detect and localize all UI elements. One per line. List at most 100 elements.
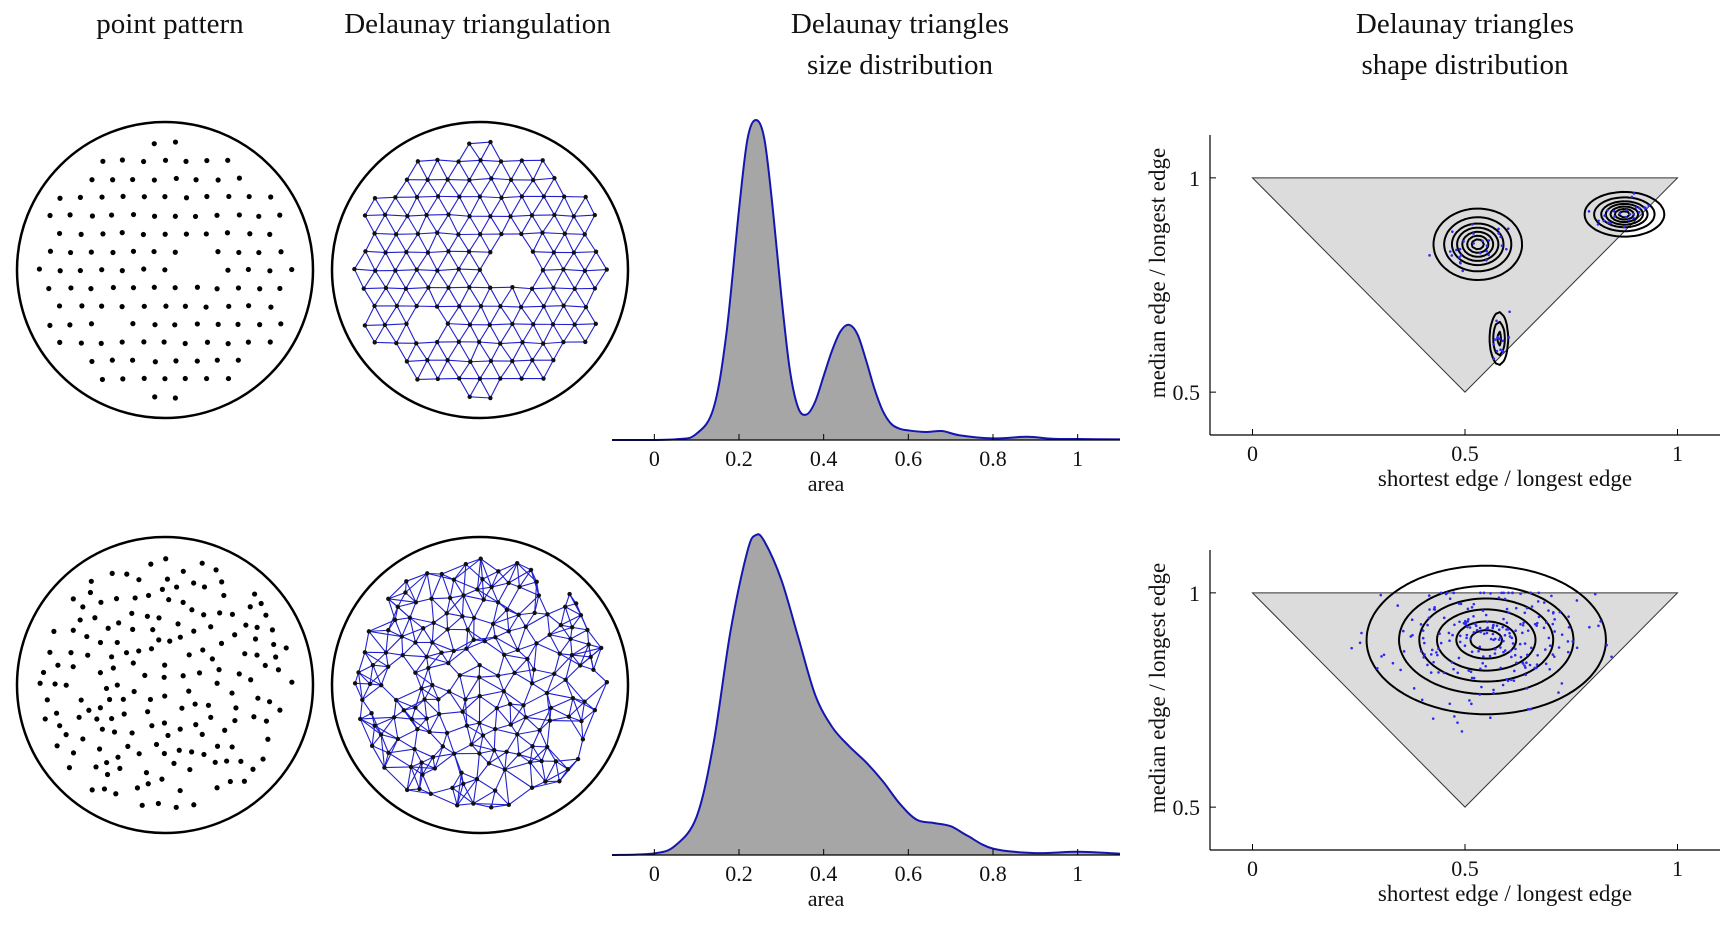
shape-top-point [1612,209,1616,213]
mesh-bottom-edge [463,595,475,619]
mesh-top-vertex [540,341,546,346]
pattern-top-point [289,266,295,273]
shape-top-point [1485,258,1488,262]
mesh-bottom-edge [570,638,589,645]
pattern-top-point [119,157,126,163]
mesh-bottom-vertex [493,726,498,732]
mesh-bottom-edge [559,638,571,655]
shape-bottom-point [1513,669,1516,673]
shape-bottom-point [1442,616,1446,620]
mesh-bottom-edge [449,579,455,599]
pattern-top-point [130,285,137,291]
mesh-bottom-edge [433,622,448,630]
mesh-bottom-vertex [463,561,469,567]
mesh-top-edge [532,287,554,290]
mesh-top-edge [480,141,491,161]
mesh-top-edge [573,216,586,235]
pattern-top-point [98,340,104,346]
mesh-bottom-edge [462,711,480,724]
pattern-bottom-point [180,568,186,574]
mesh-bottom-vertex [552,671,557,677]
shape-top-point [1618,212,1622,215]
shape-bottom-point [1489,637,1493,641]
shape-bottom-point [1477,649,1480,653]
mesh-bottom-edge [504,761,531,771]
mesh-top-edge [574,270,586,290]
mesh-bottom-edge [553,653,561,675]
mesh-bottom-edge [478,753,490,764]
shape-bottom-point [1567,615,1570,618]
mesh-top-edge [563,305,576,325]
shape-bottom-point [1470,650,1474,654]
mesh-bottom-vertex [471,637,476,643]
mesh-top-edge [552,341,564,361]
mesh-top-edge [458,161,470,181]
shape-bottom-point [1439,641,1443,645]
shape-bottom-point [1412,687,1416,690]
mesh-bottom-edge [422,627,433,643]
pattern-bottom-point [277,707,283,713]
mesh-bottom-edge [471,743,495,751]
shape-bottom-point [1360,631,1363,635]
mesh-bottom-edge [463,564,467,596]
mesh-top-vertex [456,232,461,237]
mesh-top-edge [436,341,449,361]
mesh-bottom-vertex [506,802,512,807]
shape-bottom-point [1550,594,1553,598]
shape-bottom-point [1552,611,1555,614]
mesh-top-edge [562,269,576,290]
pattern-bottom-point [142,672,148,678]
mesh-bottom-vertex [475,587,480,592]
shape-bottom-point [1610,655,1613,659]
mesh-top-vertex [583,194,588,200]
mesh-top-edge [468,160,481,181]
mesh-bottom-edge [546,673,555,694]
mesh-bottom-vertex [427,729,432,735]
mesh-bottom-edge [508,787,533,806]
mesh-top-edge [406,359,428,362]
pattern-bottom-point [108,654,115,660]
shape-bottom-point [1523,664,1526,667]
pattern-bottom-point [93,764,99,770]
mesh-bottom-vertex [545,612,550,617]
mesh-top-vertex [531,322,536,327]
mesh-bottom-edge [555,760,569,770]
mesh-bottom-edge [506,609,510,632]
pattern-bottom-point [186,688,192,694]
pattern-top-point [267,268,273,274]
shape-bottom-point [1465,633,1469,637]
size-top-curve [611,118,1121,442]
pattern-top-point [110,177,116,183]
shape-bottom-point [1500,591,1503,595]
mesh-top-edge [436,306,449,324]
shape-bottom-point [1435,651,1438,654]
mesh-bottom-vertex [525,656,530,662]
mesh-top-edge [512,286,533,290]
mesh-top-edge [394,251,407,271]
pattern-top-point [67,212,73,218]
mesh-bottom-edge [536,634,550,644]
shape-bottom-point [1391,661,1395,665]
shape-bottom-point [1453,715,1456,718]
shape-top-y-tick-label: 0.5 [1173,380,1201,405]
mesh-bottom-edge [446,725,468,734]
mesh-bottom-edge [402,642,416,656]
mesh-top-edge [500,161,512,181]
mesh-bottom-edge [442,732,448,747]
pattern-top-boundary [15,120,315,420]
shape-bottom-point [1484,664,1488,668]
shape-bottom-point [1599,619,1602,623]
pattern-top-point [182,375,188,382]
mesh-top-edge [405,233,419,253]
pattern-bottom-point [131,688,137,695]
mesh-bottom-vertex [588,654,593,660]
mesh-bottom-vertex [431,620,436,626]
size-top-tick-label: 0.8 [979,446,1007,471]
mesh-bottom-edge [430,598,435,623]
mesh-top-edge [520,215,533,235]
pattern-top-point [224,230,231,236]
mesh-bottom-vertex [439,650,444,655]
size-top-area [612,120,1120,441]
